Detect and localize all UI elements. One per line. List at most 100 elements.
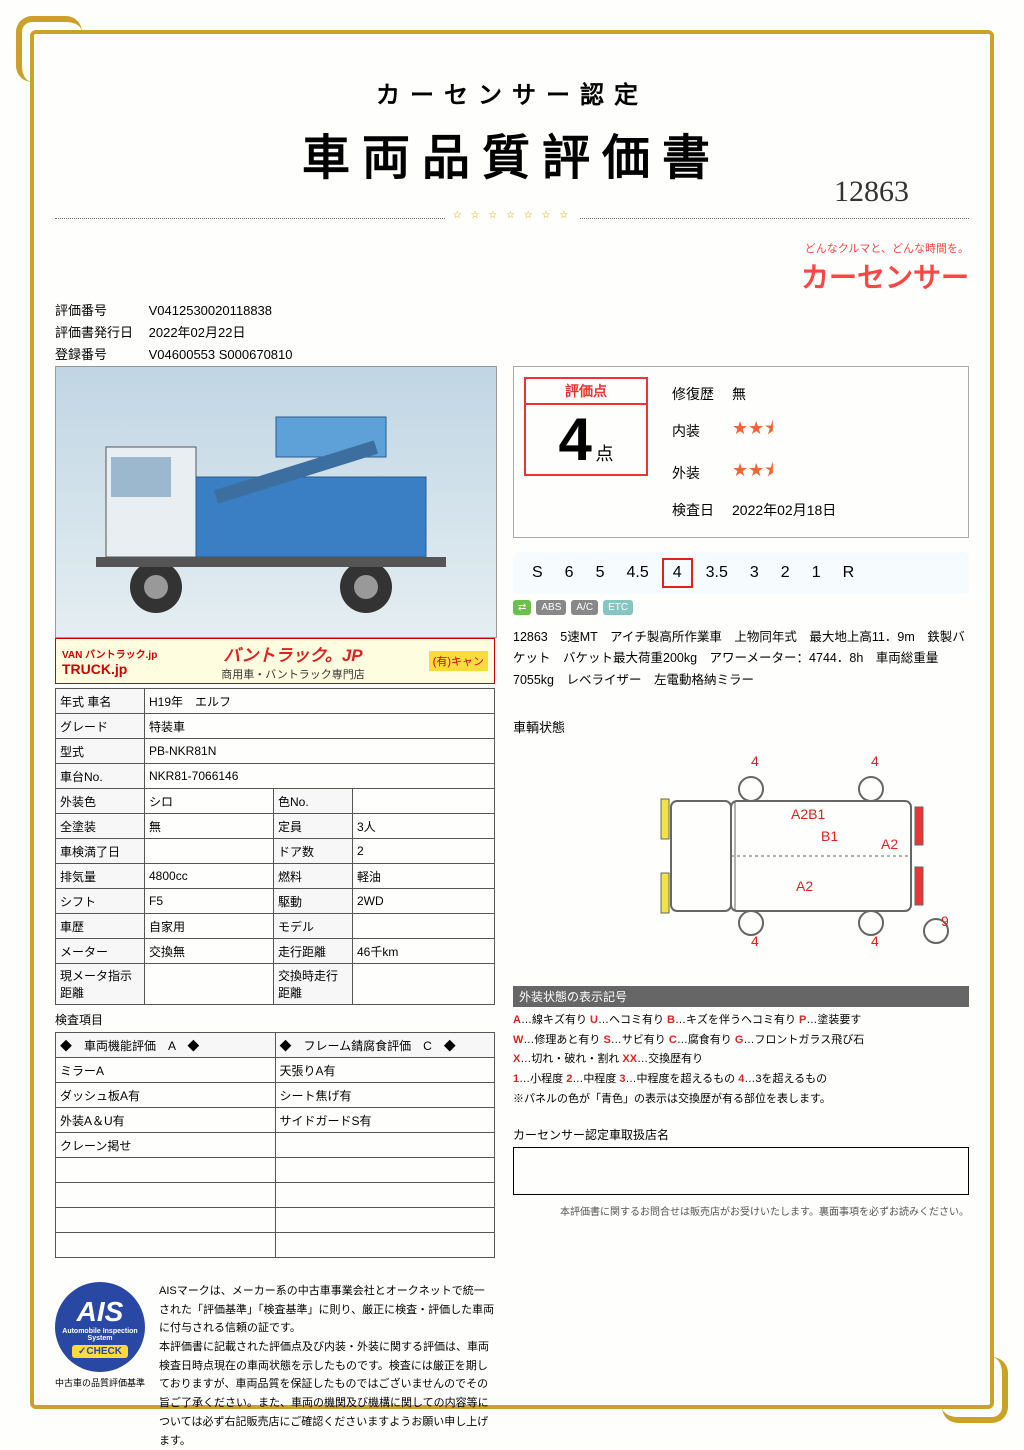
row-value: 特装車 — [145, 714, 495, 739]
scale-step: S — [523, 560, 552, 586]
legend-line: X…切れ・破れ・割れ XX…交換歴有り — [513, 1050, 969, 1070]
exterior-label: 外装 — [664, 453, 722, 493]
legend-title: 外装状態の表示記号 — [513, 986, 969, 1007]
equipment-badge: ETC — [603, 600, 633, 615]
scale-step: 5 — [587, 560, 614, 586]
truck-illustration — [96, 407, 456, 627]
scale-step: 4.5 — [617, 560, 657, 586]
vehicle-photo — [55, 366, 497, 638]
row-value: 軽油 — [353, 864, 495, 889]
row-label: 色No. — [274, 789, 353, 814]
row-value: F5 — [145, 889, 274, 914]
doc-date-label: 評価書発行日 — [55, 322, 145, 341]
cell: シート焦げ有 — [275, 1083, 495, 1108]
legend-line: ※パネルの色が「青色」の表示は交換歴が有る部位を表します。 — [513, 1090, 969, 1110]
row-value: シロ — [145, 789, 274, 814]
interior-stars: ★★⯨ — [724, 411, 844, 451]
banner-mid-bottom: 商用車・バントラック専門店 — [221, 666, 365, 682]
ais-logo: AIS Automobile Inspection System ✓CHECK — [55, 1282, 145, 1372]
dealer-box — [513, 1147, 969, 1195]
damage-mark: A2 — [881, 836, 898, 852]
row-value: PB-NKR81N — [145, 739, 495, 764]
content-area: カーセンサー認定 車両品質評価書 12863 ☆ ☆ ☆ ☆ ☆ ☆ ☆ どんな… — [55, 55, 969, 1389]
row-value: H19年 エルフ — [145, 689, 495, 714]
eval-no-label: 評価番号 — [55, 300, 145, 319]
score-box: 評価点 4 点 — [524, 377, 648, 476]
document-title: 車両品質評価書 — [302, 118, 722, 188]
cell: ミラーA — [56, 1058, 276, 1083]
row-value: 自家用 — [145, 914, 274, 939]
scale-step: 4 — [662, 558, 693, 588]
handwritten-number: 12863 — [834, 175, 909, 209]
row-value: 46千km — [353, 939, 495, 964]
cell: サイドガードS有 — [275, 1108, 495, 1133]
banner-right: (有)キャン — [429, 651, 488, 671]
brand: どんなクルマと、どんな時間を。 カーセンサー — [55, 240, 969, 296]
damage-mark: B1 — [821, 828, 838, 844]
eval-no: V0412530020118838 — [149, 303, 272, 318]
scale-step: 1 — [803, 560, 830, 586]
doc-date: 2022年02月22日 — [149, 325, 246, 340]
row-label: 走行距離 — [274, 939, 353, 964]
reg-no: V04600553 S000670810 — [149, 347, 293, 362]
right-column: 評価点 4 点 修復歴 無 内装 ★★⯨ 外装 ★★⯨ — [513, 366, 969, 1450]
scale-step: 6 — [556, 560, 583, 586]
cell: 外装A＆U有 — [56, 1108, 276, 1133]
score-unit: 点 — [596, 444, 614, 464]
row-label: メーター — [56, 939, 145, 964]
scale-step: R — [834, 560, 864, 586]
damage-mark: 4 — [871, 933, 879, 949]
left-column: VAN バントラック.jp TRUCK.jp バントラック。JP 商用車・バント… — [55, 366, 495, 1450]
damage-mark: 4 — [751, 933, 759, 949]
row-value: 3人 — [353, 814, 495, 839]
row-label: 排気量 — [56, 864, 145, 889]
dealer-title: カーセンサー認定車取扱店名 — [513, 1126, 969, 1143]
row-value: 無 — [145, 814, 274, 839]
equipment-badge: A/C — [571, 600, 598, 615]
cell — [56, 1158, 276, 1183]
banner-logo-top: VAN バントラック.jp — [62, 646, 157, 661]
scale-step: 3.5 — [697, 560, 737, 586]
row-label: 交換時走行距離 — [274, 964, 353, 1005]
main-columns: VAN バントラック.jp TRUCK.jp バントラック。JP 商用車・バント… — [55, 366, 969, 1450]
scale-step: 3 — [741, 560, 768, 586]
divider: ☆ ☆ ☆ ☆ ☆ ☆ ☆ — [55, 218, 969, 230]
cell — [56, 1233, 276, 1258]
ais-caption: 中古車の品質評価基準 — [55, 1376, 145, 1389]
vehicle-description: 12863 5速MT アイチ製高所作業車 上物同年式 最大地上高11．9m 鉄製… — [513, 627, 969, 691]
brand-name: カーセンサー — [55, 256, 969, 296]
cell — [275, 1183, 495, 1208]
damage-mark: 4 — [751, 753, 759, 769]
damage-mark: 4 — [871, 753, 879, 769]
cell — [275, 1133, 495, 1158]
vehicle-diagram: 44A2B1B1A2A2449 — [513, 736, 969, 976]
row-label: 定員 — [274, 814, 353, 839]
equipment-badge: ⇄ — [513, 600, 531, 615]
footnote: 本評価書に関するお問合せは販売店がお受けいたします。裏面事項を必ずお読みください… — [513, 1203, 969, 1218]
cell: クレーン掲せ — [56, 1133, 276, 1158]
row-value: 交換無 — [145, 939, 274, 964]
brand-tagline: どんなクルマと、どんな時間を。 — [55, 240, 969, 256]
row-label: 型式 — [56, 739, 145, 764]
cell — [56, 1208, 276, 1233]
row-label: 車歴 — [56, 914, 145, 939]
row-value: NKR81-7066146 — [145, 764, 495, 789]
score-value: 4 — [559, 406, 592, 473]
inspection-title: 検査項目 — [55, 1011, 495, 1028]
row-label: 燃料 — [274, 864, 353, 889]
certification-subtitle: カーセンサー認定 — [55, 75, 969, 110]
banner-logo-bottom: TRUCK.jp — [62, 661, 157, 677]
inspection-table: ◆ 車両機能評価 A ◆ ◆ フレーム錆腐食評価 C ◆ ミラーA天張りA有 ダ… — [55, 1032, 495, 1258]
row-label: ドア数 — [274, 839, 353, 864]
scale-step: 2 — [772, 560, 799, 586]
row-label: 現メータ指示距離 — [56, 964, 145, 1005]
cell — [275, 1158, 495, 1183]
equipment-badges: ⇄ABSA/CETC — [513, 600, 969, 615]
row-value — [353, 914, 495, 939]
row-value — [145, 839, 274, 864]
row-label: シフト — [56, 889, 145, 914]
row-label: 外装色 — [56, 789, 145, 814]
row-value — [353, 789, 495, 814]
score-details: 修復歴 無 内装 ★★⯨ 外装 ★★⯨ 検査日 2022年02月18日 — [662, 377, 846, 527]
cell: 天張りA有 — [275, 1058, 495, 1083]
